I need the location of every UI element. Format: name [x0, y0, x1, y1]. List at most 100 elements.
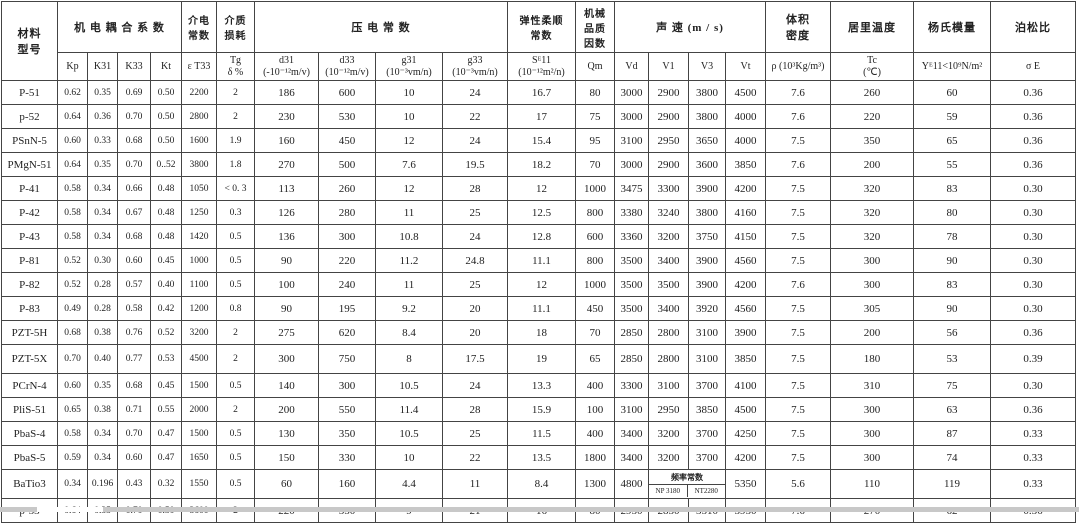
cell-value: 24: [442, 80, 508, 105]
cell-value: 0.48: [150, 176, 182, 201]
cell-value: 0.77: [117, 344, 151, 374]
scrollbar-thumb[interactable]: [37, 507, 103, 512]
cell-value: 0.30: [990, 224, 1077, 249]
cell-value: 3800: [688, 104, 726, 129]
cell-value: 7.6: [375, 152, 443, 177]
cell-value: 0.5: [216, 445, 255, 470]
cell-value: 56: [913, 320, 992, 345]
cell-value: 0.50: [150, 128, 182, 153]
cell-value: 3800: [181, 152, 217, 177]
cell-value: 78: [913, 224, 992, 249]
cell-value: 0.34: [87, 421, 118, 446]
cell-value: 60: [913, 80, 992, 105]
cell-value: 11: [375, 272, 443, 297]
cell-value: 70: [575, 152, 615, 177]
cell-value: 7.5: [765, 200, 832, 225]
cell-value: 800: [575, 248, 615, 273]
cell-value: 320: [830, 176, 915, 201]
cell-value: 0.30: [990, 296, 1077, 321]
cell-value: 3240: [648, 200, 689, 225]
cell-value: 24: [442, 128, 508, 153]
cell-value: 136: [254, 224, 319, 249]
subheader-cell: Vd: [614, 52, 649, 81]
cell-value: 600: [318, 80, 376, 105]
cell-value: 12: [507, 176, 576, 201]
bottom-scrollbar[interactable]: [0, 507, 1079, 512]
cell-value: 0.76: [117, 320, 151, 345]
cell-value: 2850: [614, 344, 649, 374]
cell-value: 25: [442, 421, 508, 446]
cell-value: 12.5: [507, 200, 576, 225]
cell-value: 0.70: [117, 104, 151, 129]
cell-value: 0.39: [990, 344, 1077, 374]
table-row: P-42 0.58 0.34 0.67 0.48 1250 0.3 126 280 11 25 12.…: [1, 200, 1077, 225]
cell-value: 200: [830, 152, 915, 177]
material-name: P-43: [1, 224, 58, 249]
cell-value: 3850: [724, 344, 767, 374]
cell-value: 24: [442, 373, 508, 398]
cell-value: 19.5: [442, 152, 508, 177]
cell-value: 4200: [724, 272, 767, 297]
cell-value: 7.5: [765, 397, 832, 422]
cell-value: 4100: [724, 373, 767, 398]
table-row: PCrN-4 0.60 0.35 0.68 0.45 1500 0.5 140 300 10.5 2…: [1, 373, 1077, 398]
freq-title: 频率常数: [649, 471, 725, 485]
cell-value: 10: [375, 104, 443, 129]
cell-value: 0.64: [57, 104, 88, 129]
cell-value: 0.68: [117, 224, 151, 249]
cell-value: 500: [318, 152, 376, 177]
cell-value: 1200: [181, 296, 217, 321]
cell-value: 7.5: [765, 224, 832, 249]
cell-value: 75: [913, 373, 992, 398]
cell-value: 130: [254, 421, 319, 446]
cell-value: 3500: [614, 296, 649, 321]
material-name: PCrN-4: [1, 373, 58, 398]
cell-value: 310: [830, 373, 915, 398]
material-name: PbaS-5: [1, 445, 58, 470]
cell-value: 7.6: [765, 104, 832, 129]
cell-value: 7.5: [765, 296, 832, 321]
cell-value: 83: [913, 272, 992, 297]
material-name: BaTio3: [1, 469, 58, 499]
cell-value: 11.1: [507, 296, 576, 321]
header-coupling: 机 电 耦 合 系 数: [57, 1, 182, 53]
table-row: P-83 0.49 0.28 0.58 0.42 1200 0.8 90 195 9.2 20 11.…: [1, 296, 1077, 321]
cell-value: 1.8: [216, 152, 255, 177]
cell-value: 3850: [724, 152, 767, 177]
cell-value: 4150: [724, 224, 767, 249]
cell-value: 4250: [724, 421, 767, 446]
subheader-cell: V3: [688, 52, 726, 81]
cell-value: 3400: [614, 445, 649, 470]
cell-value: 220: [830, 104, 915, 129]
subheader-cell: g33 (10⁻³vm/n): [442, 52, 508, 81]
table-row: PZT-5X 0.70 0.40 0.77 0.53 4500 2 300 750 8 17.5 19…: [1, 344, 1077, 374]
cell-value: 0.50: [150, 104, 182, 129]
cell-value: 65: [575, 344, 615, 374]
cell-value: 0.57: [117, 272, 151, 297]
cell-value: 8: [375, 344, 443, 374]
cell-value: 8.4: [375, 320, 443, 345]
cell-value: 200: [254, 397, 319, 422]
cell-value: 200: [830, 320, 915, 345]
cell-value: 320: [830, 200, 915, 225]
cell-value: 3000: [614, 152, 649, 177]
cell-value: 3750: [688, 224, 726, 249]
subheader-cell: Yᴱ11<10⁹N/m²: [913, 52, 992, 81]
cell-value: 1500: [181, 421, 217, 446]
cell-value: 12: [375, 128, 443, 153]
cell-value: 10: [375, 80, 443, 105]
table-row: PMgN-51 0.64 0.35 0.70 0..52 3800 1.8 270 500 7.6…: [1, 152, 1077, 177]
cell-value: 350: [318, 421, 376, 446]
cell-value: 65: [913, 128, 992, 153]
subheader-cell: K31: [87, 52, 118, 81]
cell-value: 24: [442, 224, 508, 249]
cell-value: 3300: [648, 176, 689, 201]
cell-value: 3400: [614, 421, 649, 446]
cell-value: 180: [830, 344, 915, 374]
cell-value: 260: [318, 176, 376, 201]
cell-value: 95: [575, 128, 615, 153]
cell-value: 3300: [614, 373, 649, 398]
cell-value: 3100: [688, 344, 726, 374]
material-name: P-81: [1, 248, 58, 273]
